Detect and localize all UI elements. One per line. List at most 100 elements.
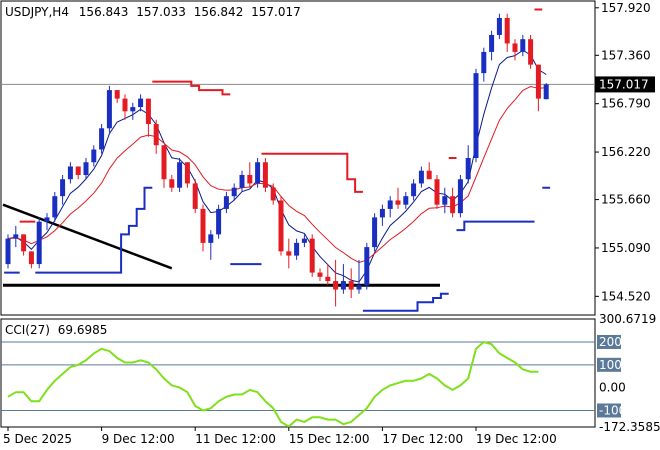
candlesticks <box>5 13 549 307</box>
candle-body <box>83 162 89 175</box>
downtrend-line <box>2 203 173 270</box>
svg-text:157.017: 157.017 <box>599 77 649 91</box>
candle-body <box>301 238 307 243</box>
candle-body <box>512 43 518 52</box>
candle-body <box>395 200 401 205</box>
candle-body <box>60 179 66 197</box>
cci-tick-label: 0.00 <box>599 381 626 395</box>
candle-body <box>231 187 237 197</box>
candle-body <box>67 166 73 180</box>
envelope-band-lines <box>4 8 551 312</box>
candle-body <box>450 196 456 214</box>
price-tick-label: 157.920 <box>601 1 651 15</box>
candle-body <box>223 196 229 209</box>
candle-body <box>5 238 11 265</box>
candle-body <box>161 145 167 180</box>
candle-body <box>247 174 253 184</box>
candle-body <box>543 84 549 100</box>
candle-body <box>99 128 105 150</box>
time-tick-label: 15 Dec 12:00 <box>289 432 370 446</box>
candle-body <box>262 162 268 188</box>
candle-body <box>169 179 175 188</box>
candle-body <box>457 179 463 214</box>
moving-average-lines <box>7 49 547 283</box>
candle-body <box>177 162 183 188</box>
candle-body <box>21 234 27 252</box>
cci-panel-frame <box>0 318 596 428</box>
symbol-label: USDJPY,H4 156.843 157.033 156.842 157.01… <box>5 5 301 19</box>
candle-body <box>418 170 424 184</box>
candle-body <box>434 179 440 205</box>
candle-body <box>473 73 479 158</box>
price-axis: 157.920 157.360 156.790 156.220 155.660 155.0… <box>595 1 651 303</box>
candle-body <box>270 187 276 201</box>
price-tick-label: 154.520 <box>601 289 651 303</box>
candle-body <box>28 251 34 265</box>
cci-tick-label: 300.6719 <box>599 312 656 326</box>
cci-grid <box>1 340 595 428</box>
price-panel-frame <box>0 0 596 316</box>
cci-tick-label: -100 <box>599 403 626 417</box>
cci-label: CCI(27) 69.6985 <box>5 323 107 337</box>
candle-body <box>13 234 19 239</box>
candle-body <box>348 281 354 290</box>
candle-body <box>278 200 284 252</box>
candle-body <box>504 17 510 44</box>
candle-body <box>387 200 393 209</box>
candle-body <box>138 98 144 108</box>
slow-moving-average <box>7 85 547 264</box>
candle-body <box>208 234 214 243</box>
candle-body <box>333 281 339 290</box>
time-tick-label: 19 Dec 12:00 <box>476 432 557 446</box>
candle-body <box>442 196 448 205</box>
time-tick-label: 11 Dec 12:00 <box>195 432 276 446</box>
time-tick-label: 9 Dec 12:00 <box>102 432 175 446</box>
price-tick-label: 157.360 <box>601 48 651 62</box>
candle-body <box>535 64 541 99</box>
fast-moving-average <box>7 49 547 283</box>
time-tick-label: 17 Dec 12:00 <box>382 432 463 446</box>
lower-band <box>4 186 551 312</box>
candle-body <box>114 90 120 99</box>
candle-body <box>153 124 159 146</box>
candle-body <box>325 276 331 282</box>
candle-body <box>403 196 409 205</box>
candle-body <box>372 217 378 248</box>
candle-body <box>520 39 526 52</box>
upper-band <box>19 8 543 223</box>
candle-body <box>192 183 198 209</box>
candle-body <box>200 208 206 243</box>
cci-level-badge <box>597 334 621 349</box>
candle-body <box>239 174 245 188</box>
candle-body <box>481 51 487 74</box>
cci-tick-label: 200 <box>599 335 622 349</box>
candle-body <box>294 242 300 256</box>
candle-body <box>465 158 471 180</box>
cci-level-badge <box>597 403 621 418</box>
candle-body <box>426 170 432 180</box>
candle-body <box>317 272 323 277</box>
candle-body <box>286 251 292 256</box>
price-tick-label: 156.220 <box>601 145 651 159</box>
candle-body <box>379 208 385 218</box>
price-tick-label: 155.660 <box>601 193 651 207</box>
candle-body <box>364 247 370 286</box>
candle-body <box>91 149 97 163</box>
candle-body <box>106 90 112 129</box>
candle-body <box>496 17 502 35</box>
candle-body <box>255 162 261 184</box>
time-tick-label: 5 Dec 2025 <box>3 432 72 446</box>
cci-axis: 300.6719 200 100 0.00 -100 -172.3585 <box>597 312 660 434</box>
price-tick-label: 156.790 <box>601 97 651 111</box>
candle-body <box>75 166 81 175</box>
candle-body <box>122 98 128 112</box>
cci-tick-label: 100 <box>599 358 622 372</box>
cci-level-badge <box>597 357 621 372</box>
candle-body <box>340 281 346 290</box>
candle-body <box>216 208 222 235</box>
candle-body <box>489 34 495 52</box>
cci-tick-label: -172.3585 <box>599 420 660 434</box>
candle-body <box>528 39 534 65</box>
last-price-marker: 157.017 <box>595 76 655 93</box>
